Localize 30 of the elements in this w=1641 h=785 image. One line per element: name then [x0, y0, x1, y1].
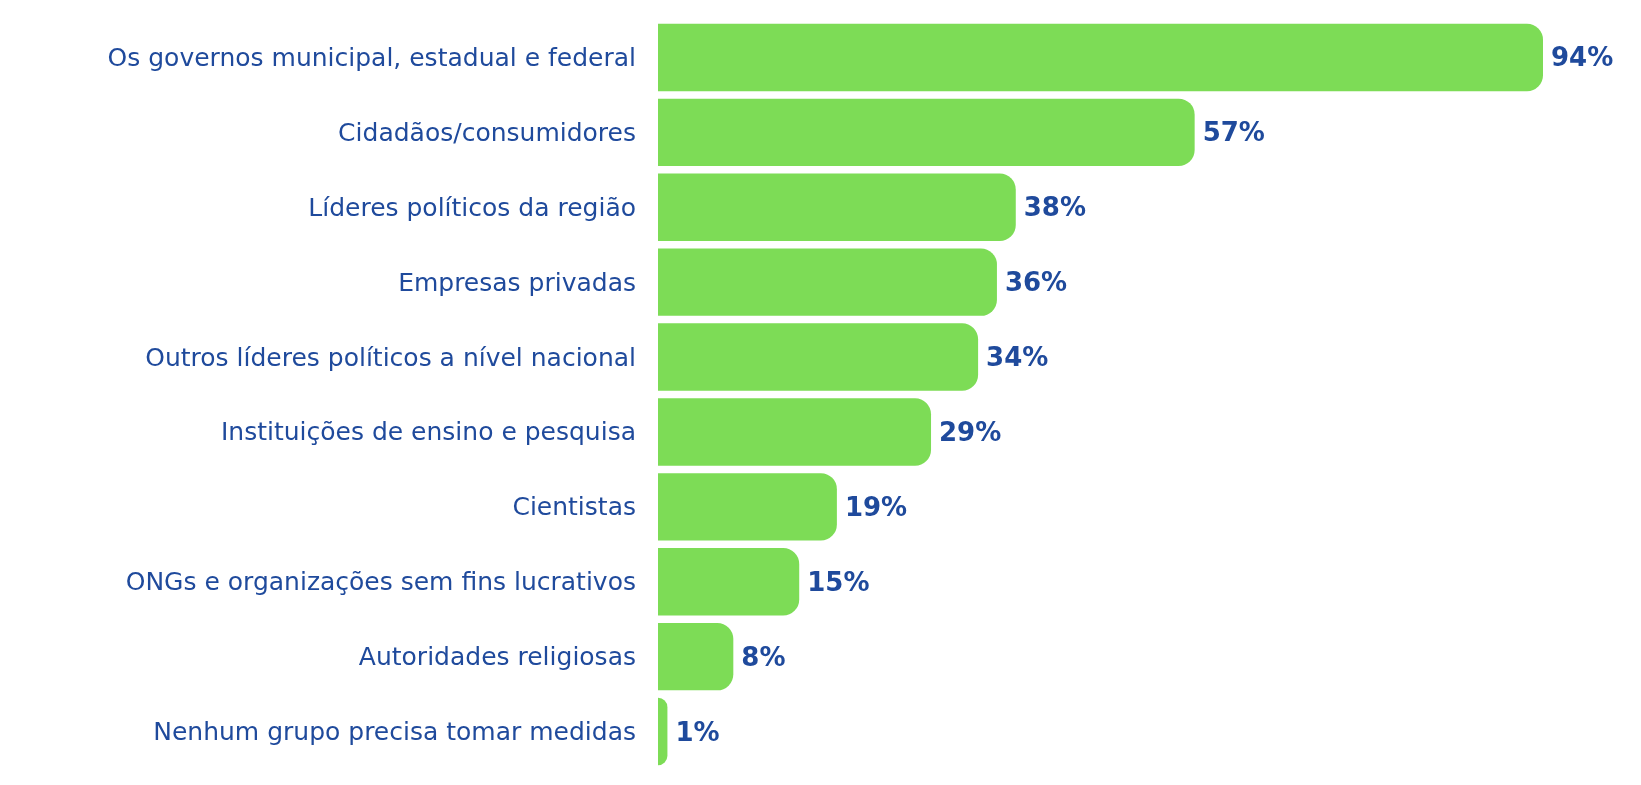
y-tick-label: Outros líderes políticos a nível nacional	[145, 342, 636, 372]
bar	[658, 23, 1543, 92]
data-label: 1%	[675, 716, 720, 747]
data-label: 57%	[1202, 117, 1265, 148]
data-label: 19%	[844, 491, 908, 522]
bar	[658, 622, 734, 691]
y-tick-label: ONGs e organizações sem fins lucrativos	[125, 567, 636, 597]
y-tick-label: Os governos municipal, estadual e federal	[107, 42, 636, 72]
bar	[658, 98, 1195, 167]
bar	[658, 697, 668, 766]
y-tick-label: Empresas privadas	[398, 267, 636, 297]
data-label: 94%	[1551, 42, 1614, 73]
data-label: 8%	[741, 641, 786, 672]
data-label: 34%	[986, 342, 1049, 373]
bar	[658, 548, 800, 616]
data-label: 36%	[1004, 267, 1068, 298]
bar	[658, 473, 837, 541]
data-label: 29%	[939, 416, 1002, 447]
data-label: 38%	[1023, 192, 1086, 223]
bar	[658, 323, 979, 391]
y-tick-label: Autoridades religiosas	[358, 642, 636, 672]
bar	[658, 173, 1016, 241]
bar	[658, 248, 997, 316]
y-tick-label: Nenhum grupo precisa tomar medidas	[153, 717, 636, 747]
data-label: 15%	[807, 566, 870, 597]
y-tick-label: Instituições de ensino e pesquisa	[220, 417, 636, 447]
bar	[658, 398, 932, 466]
y-tick-label: Líderes políticos da região	[308, 192, 636, 222]
y-tick-label: Cientistas	[512, 492, 636, 522]
y-tick-label: Cidadãos/consumidores	[338, 117, 636, 147]
